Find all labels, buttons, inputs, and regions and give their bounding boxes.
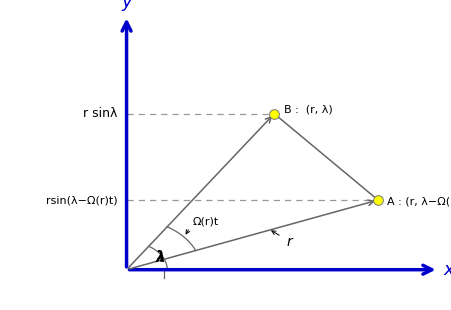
Text: r sinλ: r sinλ [83,107,117,120]
Text: λ: λ [156,250,166,265]
Text: x: x [443,261,451,279]
Text: B :  (r, λ): B : (r, λ) [284,105,332,115]
Text: Ω(r)t: Ω(r)t [192,216,218,226]
Text: y: y [121,0,132,11]
Text: r: r [286,235,292,249]
Text: rsin(λ−Ω(r)t): rsin(λ−Ω(r)t) [46,195,117,205]
Text: A : (r, λ−Ω(r)t): A : (r, λ−Ω(r)t) [386,197,451,206]
